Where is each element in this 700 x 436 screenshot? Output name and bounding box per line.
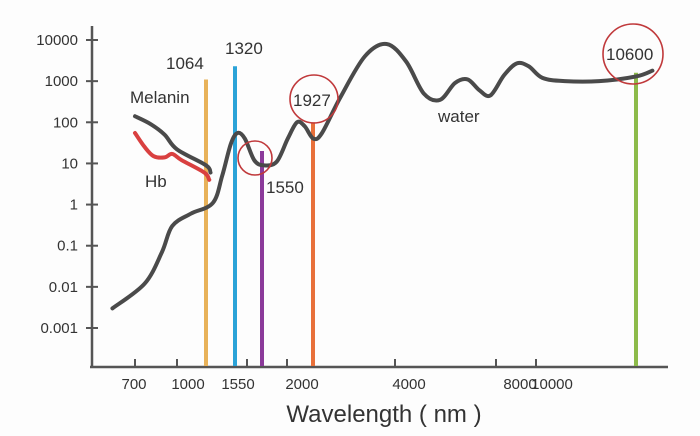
x-tick-label: 1000 [171, 376, 204, 393]
highlight-circle-1550 [237, 140, 273, 176]
axes [90, 26, 668, 369]
series-group [110, 41, 655, 311]
annotations: Melanin Hb water 1064 1320 1550 1927 10600 [130, 39, 653, 197]
x-tick-label: 1550 [221, 376, 254, 393]
series-line-melanin [133, 114, 213, 175]
x-tick-label: 700 [121, 376, 146, 393]
annotation-1927: 1927 [293, 91, 331, 110]
y-tick-label: 10 [61, 155, 78, 172]
annotation-1064: 1064 [166, 54, 204, 73]
annotation-1550: 1550 [266, 178, 304, 197]
y-tick-label: 10000 [36, 32, 78, 49]
x-tick-label: 8000 [503, 376, 536, 393]
x-tick-label: 4000 [392, 376, 425, 393]
highlight-circle-1927 [289, 74, 339, 124]
annotation-hb: Hb [145, 172, 167, 191]
annotation-10600: 10600 [606, 45, 653, 64]
y-tick-label: 1000 [45, 73, 78, 90]
y-tick-label: 0.1 [57, 238, 78, 255]
x-tick-label: 10000 [531, 376, 573, 393]
laser-lines [204, 66, 638, 366]
y-tick-label: 0.001 [40, 320, 78, 337]
series-line-hb [133, 130, 212, 182]
annotation-1320: 1320 [225, 39, 263, 58]
highlight-circles [237, 23, 664, 176]
y-tick-label: 100 [53, 114, 78, 131]
y-ticks: 10000 1000 100 10 1 0.1 0.01 0.001 [36, 32, 98, 337]
y-tick-label: 1 [70, 197, 78, 214]
x-axis-label: Wavelength ( nm ) [286, 401, 481, 428]
series-line-water [110, 41, 655, 311]
annotation-water: water [437, 107, 480, 126]
x-tick-label: 2000 [285, 376, 318, 393]
highlight-circle-10600 [602, 23, 664, 85]
annotation-melanin: Melanin [130, 88, 190, 107]
y-tick-label: 0.01 [49, 279, 78, 296]
